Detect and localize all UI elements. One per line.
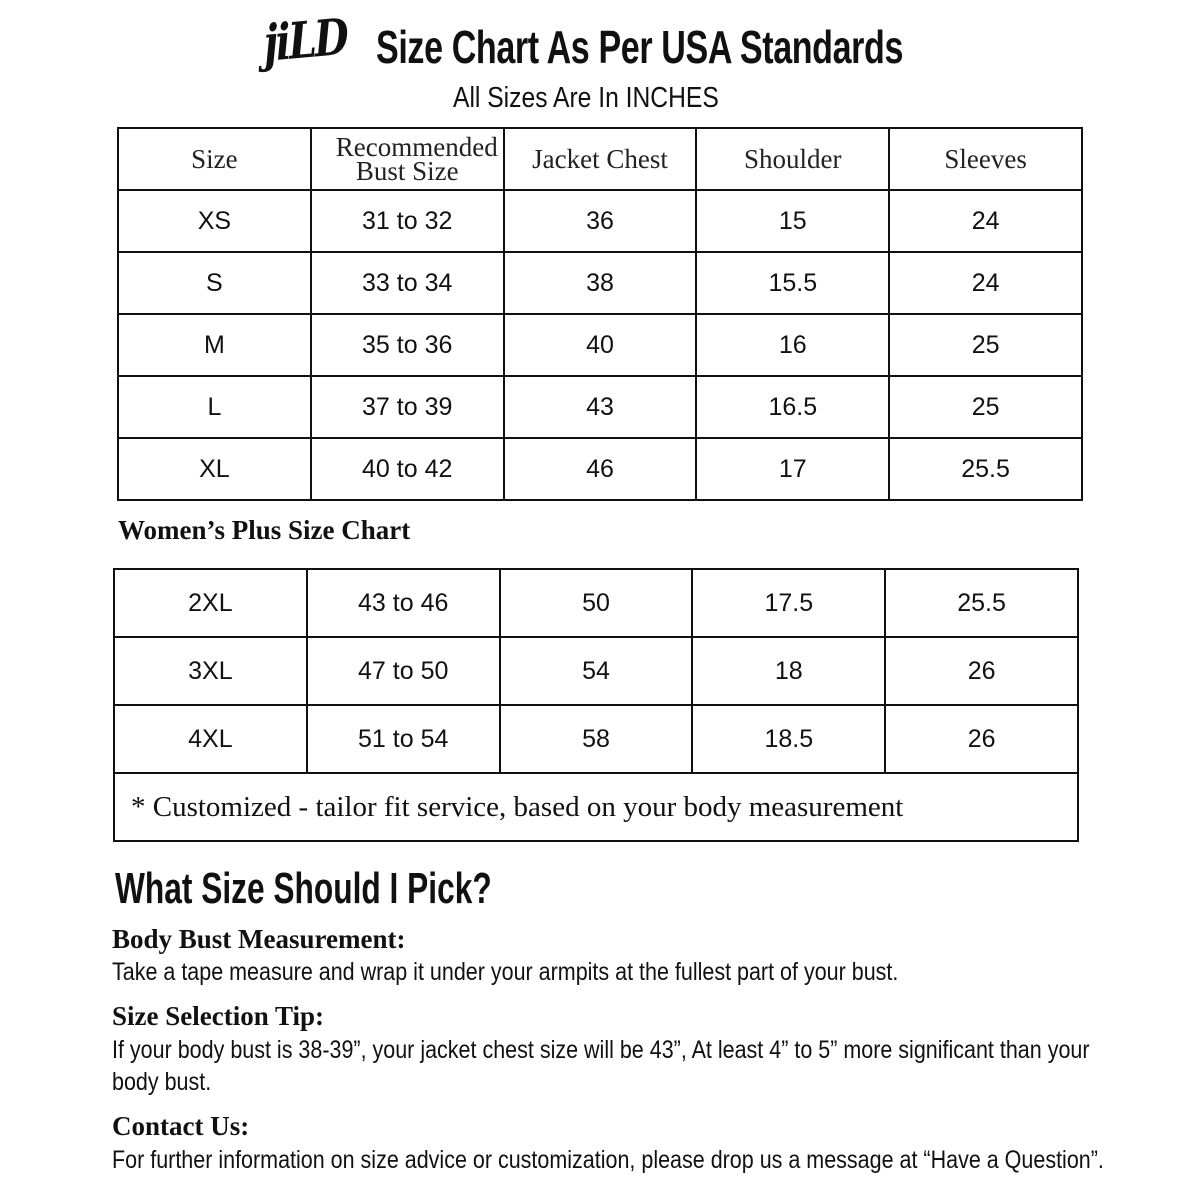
table-cell: 15 [695, 189, 891, 253]
table-cell: S [117, 251, 312, 315]
table-cell: 31 to 32 [309, 189, 505, 253]
table-cell: 50 [498, 568, 694, 638]
table-row: S 33 to 34 38 15.5 24 [117, 251, 1083, 315]
table-cell: XS [117, 189, 312, 253]
standard-size-table: Size Recommended Bust Size Jacket Chest Sho… [117, 127, 1083, 501]
table-cell: L [117, 375, 312, 439]
custom-note-row: * Customized - tailor fit service, based… [113, 772, 1079, 842]
table-cell: 26 [884, 636, 1079, 706]
bust-measurement-text: Take a tape measure and wrap it under yo… [112, 958, 899, 986]
table-cell: 25.5 [888, 437, 1083, 501]
jild-logo: jiLD [262, 6, 348, 73]
size-tip-text: If your body bust is 38-39”, your jacket… [112, 1036, 1090, 1064]
column-header: Recommended Bust Size [309, 127, 505, 191]
table-cell: 38 [502, 251, 698, 315]
table-cell: 24 [888, 251, 1083, 315]
table-cell: 4XL [113, 704, 308, 774]
table-cell: 40 to 42 [309, 437, 505, 501]
table-cell: 2XL [113, 568, 308, 638]
table-cell: 40 [502, 313, 698, 377]
table-cell: 36 [502, 189, 698, 253]
size-tip-heading: Size Selection Tip: [112, 1001, 325, 1031]
table-cell: 51 to 54 [305, 704, 501, 774]
page-title: Size Chart As Per USA Standards [376, 21, 904, 73]
column-header: Size [117, 127, 312, 191]
table-cell: 58 [498, 704, 694, 774]
plus-size-heading: Women’s Plus Size Chart [118, 515, 411, 545]
table-cell: 18 [691, 636, 887, 706]
table-row: M 35 to 36 40 16 25 [117, 313, 1083, 377]
table-cell: 26 [884, 704, 1079, 774]
table-cell: 17.5 [691, 568, 887, 638]
table-cell: 25 [888, 375, 1083, 439]
table-cell: 17 [695, 437, 891, 501]
table-cell: 16 [695, 313, 891, 377]
table-cell: 15.5 [695, 251, 891, 315]
column-header: Sleeves [888, 127, 1083, 191]
table-cell: 3XL [113, 636, 308, 706]
custom-note: * Customized - tailor fit service, based… [113, 772, 1079, 842]
page-subtitle: All Sizes Are In INCHES [453, 82, 719, 114]
table-cell: 16.5 [695, 375, 891, 439]
table-row: L 37 to 39 43 16.5 25 [117, 375, 1083, 439]
header-row: Size Recommended Bust Size Jacket Chest Sho… [117, 127, 1083, 191]
table-cell: 35 to 36 [309, 313, 505, 377]
table-cell: 33 to 34 [309, 251, 505, 315]
table-cell: 43 [502, 375, 698, 439]
contact-text: For further information on size advice o… [112, 1146, 1104, 1174]
table-cell: 24 [888, 189, 1083, 253]
table-row: 3XL 47 to 50 54 18 26 [113, 636, 1079, 706]
bust-measurement-heading: Body Bust Measurement: [112, 924, 406, 954]
table-cell: 46 [502, 437, 698, 501]
table-row: XL 40 to 42 46 17 25.5 [117, 437, 1083, 501]
contact-heading: Contact Us: [112, 1111, 250, 1141]
table-cell: M [117, 313, 312, 377]
column-header: Jacket Chest [502, 127, 698, 191]
table-cell: 25.5 [884, 568, 1079, 638]
table-cell: 25 [888, 313, 1083, 377]
table-row: 2XL 43 to 46 50 17.5 25.5 [113, 568, 1079, 638]
guide-title: What Size Should I Pick? [115, 864, 492, 913]
column-header: Shoulder [695, 127, 891, 191]
table-cell: 47 to 50 [305, 636, 501, 706]
table-cell: 43 to 46 [305, 568, 501, 638]
table-cell: 18.5 [691, 704, 887, 774]
table-row: 4XL 51 to 54 58 18.5 26 [113, 704, 1079, 774]
table-row: XS 31 to 32 36 15 24 [117, 189, 1083, 253]
plus-size-table: 2XL 43 to 46 50 17.5 25.5 3XL 47 to 50 54 18 26 4X… [113, 568, 1079, 842]
table-cell: XL [117, 437, 312, 501]
size-tip-text-cont: body bust. [112, 1068, 212, 1096]
table-cell: 37 to 39 [309, 375, 505, 439]
table-cell: 54 [498, 636, 694, 706]
